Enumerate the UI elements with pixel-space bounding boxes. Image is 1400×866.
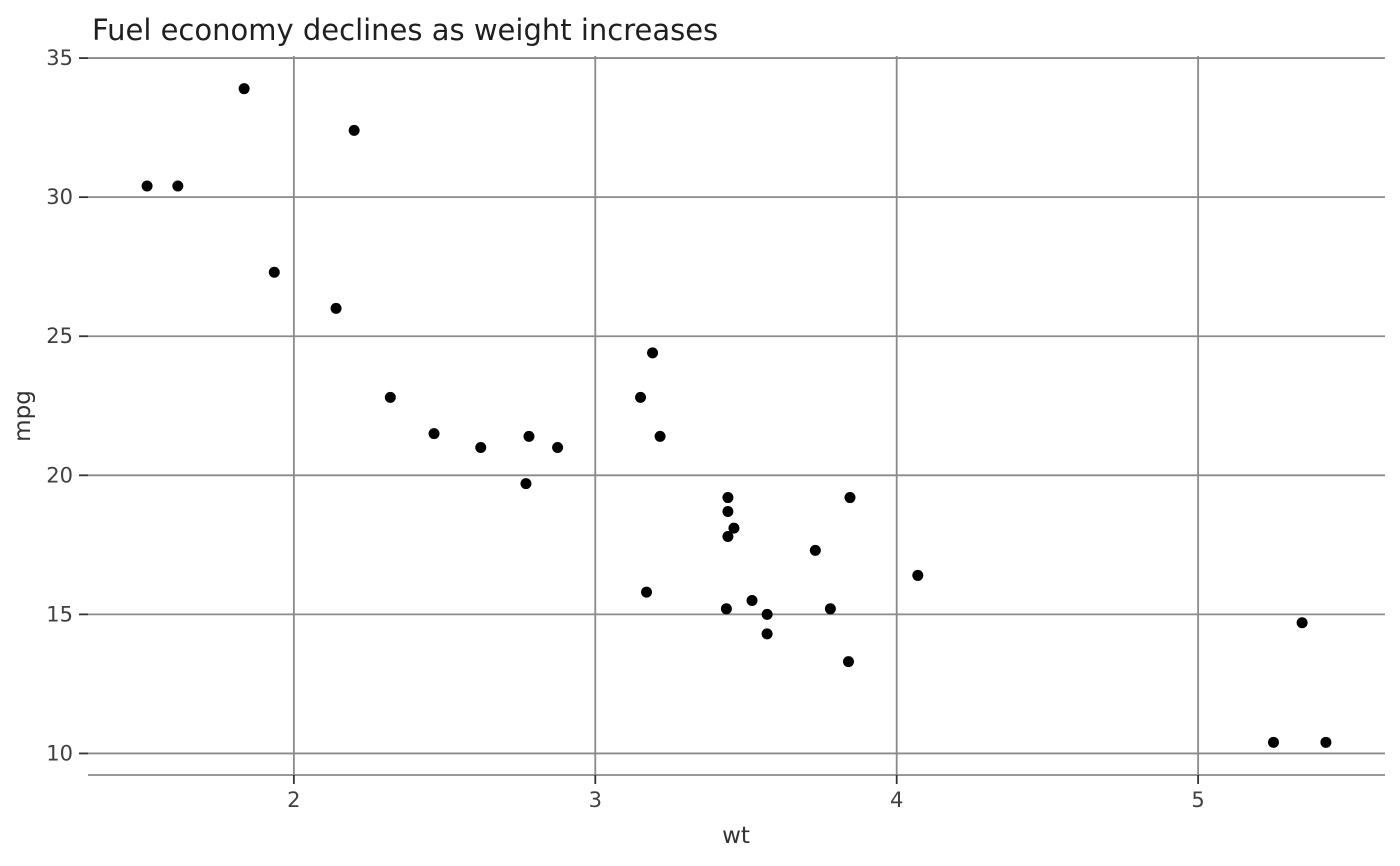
axis-tick-labels: 2 3 4 5 10 15 20 25 30 35 [46,46,1205,812]
data-point [634,391,646,403]
data-point [761,628,773,640]
data-point [722,505,734,517]
data-point [912,569,924,581]
y-axis-label: mpg [10,390,36,442]
x-tick-label: 2 [287,788,300,812]
data-point [824,603,836,615]
data-point [1296,617,1308,629]
data-point [654,430,666,442]
data-point [720,603,732,615]
axis-ticks [79,57,1200,784]
x-tick-label: 5 [1191,788,1204,812]
y-tick-label: 15 [46,602,73,626]
data-point [238,83,250,95]
data-point [520,478,532,490]
data-point [746,594,758,606]
x-tick-label: 4 [890,788,903,812]
data-point [842,656,854,668]
data-point [722,530,734,542]
data-point [141,180,153,192]
data-point [728,522,740,534]
data-point [330,302,342,314]
data-point [428,428,440,440]
gridlines [88,56,1385,775]
chart-title: Fuel economy declines as weight increase… [92,13,718,47]
data-point [722,492,734,504]
data-point [268,266,280,278]
data-point [523,430,535,442]
data-point [844,492,856,504]
data-point [475,441,487,453]
data-point [384,391,396,403]
data-points [141,83,1332,748]
data-point [348,124,360,136]
y-tick-label: 10 [46,741,73,765]
y-tick-label: 30 [46,185,73,209]
data-point [1267,736,1279,748]
data-point [172,180,184,192]
data-point [647,347,659,359]
y-tick-label: 35 [46,46,73,70]
data-point [1320,736,1332,748]
x-tick-label: 3 [589,788,602,812]
y-tick-label: 25 [46,324,73,348]
x-axis-label: wt [722,823,750,849]
y-tick-label: 20 [46,463,73,487]
data-point [809,544,821,556]
data-point [552,441,564,453]
data-point [641,586,653,598]
data-point [761,608,773,620]
